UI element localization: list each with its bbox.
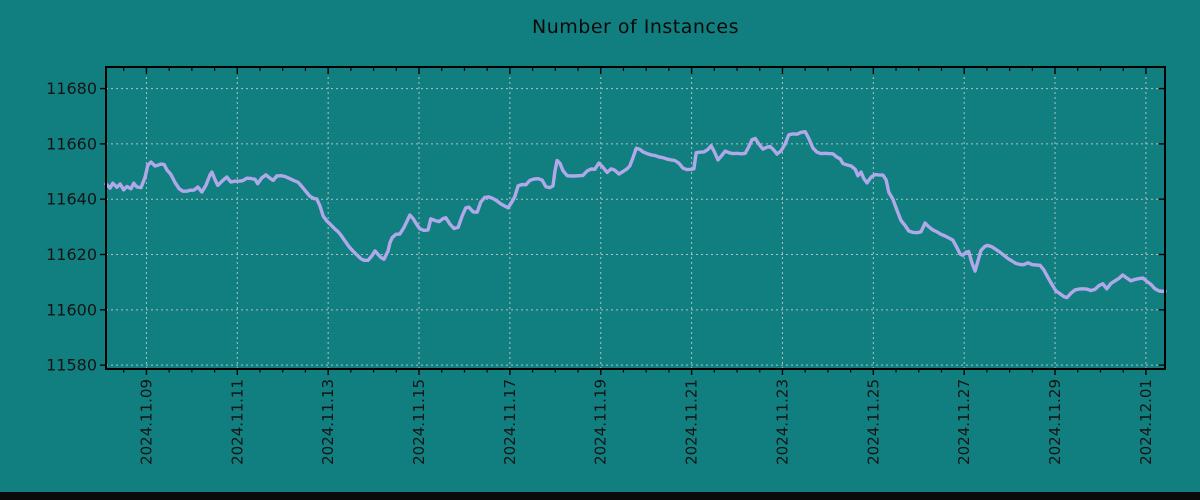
x-tick-label: 2024.11.11 [228, 379, 246, 465]
x-tick-label: 2024.11.09 [137, 379, 155, 465]
axis-ticks [100, 67, 1165, 375]
chart-title: Number of Instances [532, 16, 739, 38]
y-tick-label: 11640 [46, 190, 97, 209]
x-tick-label: 2024.11.27 [955, 379, 973, 465]
gridlines [106, 67, 1165, 369]
plot-border [105, 66, 1166, 370]
x-tick-label: 2024.11.15 [410, 379, 428, 465]
x-tick-label: 2024.11.13 [319, 379, 337, 465]
x-tick-label: 2024.11.21 [683, 379, 701, 465]
series-line [104, 129, 1167, 300]
y-tick-label: 11580 [46, 356, 97, 375]
y-tick-label: 11620 [46, 245, 97, 264]
bottom-bar [0, 492, 1200, 500]
x-tick-label: 2024.11.23 [773, 379, 791, 465]
y-tick-label: 11600 [46, 300, 97, 319]
y-tick-label: 11680 [46, 79, 97, 98]
x-tick-label: 2024.11.29 [1046, 379, 1064, 465]
x-tick-label: 2024.11.25 [864, 379, 882, 465]
x-tick-label: 2024.12.01 [1137, 379, 1155, 465]
y-tick-label: 11660 [46, 134, 97, 153]
axis-labels: 11580 11600 11620 11640 11660 11680 2024.11.09… [46, 79, 1155, 465]
x-tick-label: 2024.11.19 [592, 379, 610, 465]
x-tick-label: 2024.11.17 [501, 379, 519, 465]
